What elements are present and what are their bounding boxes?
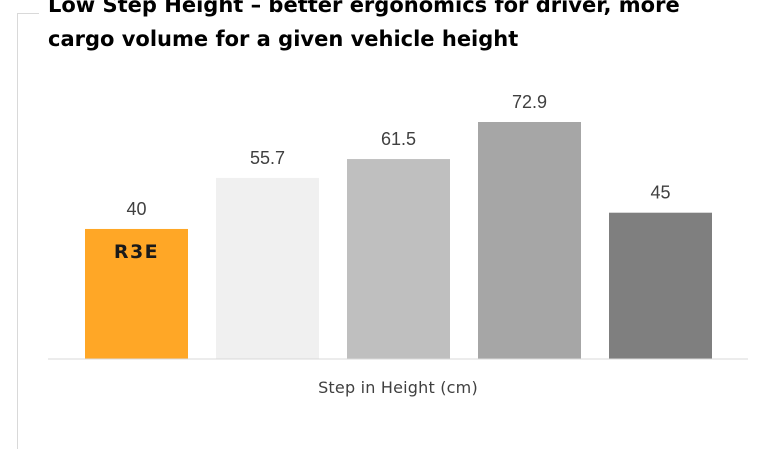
bar-4 <box>478 122 581 359</box>
bar-1 <box>85 228 188 359</box>
chart-frame-top-border <box>17 13 39 14</box>
data-labels-layer: 40 55.7 61.5 72.9 45 R3E <box>114 92 671 263</box>
bars-layer <box>85 122 712 359</box>
chart-title-line-1: Low Step Height – better ergonomics for … <box>48 0 680 17</box>
data-label-5: 45 <box>650 183 670 203</box>
data-label-4: 72.9 <box>512 92 547 112</box>
chart-title-line-2: cargo volume for a given vehicle height <box>48 27 519 51</box>
bar-5 <box>609 212 712 359</box>
chart-title: Low Step Height – better ergonomics for … <box>48 0 781 56</box>
bar-2 <box>216 177 319 359</box>
bar-3 <box>347 159 450 359</box>
data-label-2: 55.7 <box>250 148 285 168</box>
chart-frame-left-border <box>17 13 18 449</box>
x-axis-label: Step in Height (cm) <box>318 378 478 397</box>
data-label-3: 61.5 <box>381 129 416 149</box>
r3e-logo: R3E <box>114 241 159 263</box>
data-label-1: 40 <box>126 199 146 219</box>
